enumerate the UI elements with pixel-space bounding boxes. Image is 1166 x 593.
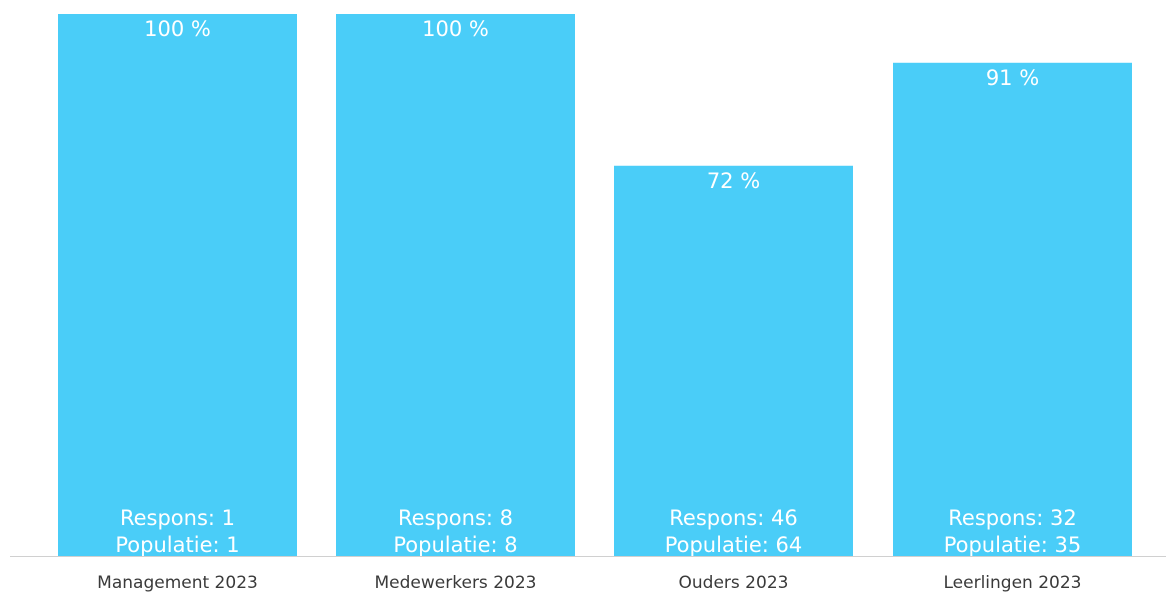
value-label-1: 100 % [144, 17, 211, 41]
populatie-label-4: Populatie: 35 [944, 533, 1082, 557]
category-label-4: Leerlingen 2023 [944, 573, 1082, 593]
category-label-2: Medewerkers 2023 [375, 573, 537, 593]
respons-label-3: Respons: 46 [669, 506, 797, 530]
value-label-3: 72 % [707, 169, 760, 193]
bar-4 [893, 62, 1132, 556]
bar-2 [336, 14, 575, 556]
respons-label-4: Respons: 32 [948, 506, 1076, 530]
value-label-2: 100 % [422, 17, 489, 41]
category-label-3: Ouders 2023 [679, 573, 789, 593]
bar-1 [58, 14, 297, 556]
respons-label-1: Respons: 1 [120, 506, 235, 530]
populatie-label-2: Populatie: 8 [393, 533, 517, 557]
bar-3 [614, 165, 853, 556]
populatie-label-3: Populatie: 64 [665, 533, 803, 557]
category-label-1: Management 2023 [97, 573, 258, 593]
populatie-label-1: Populatie: 1 [115, 533, 239, 557]
value-label-4: 91 % [986, 66, 1039, 90]
respons-label-2: Respons: 8 [398, 506, 513, 530]
